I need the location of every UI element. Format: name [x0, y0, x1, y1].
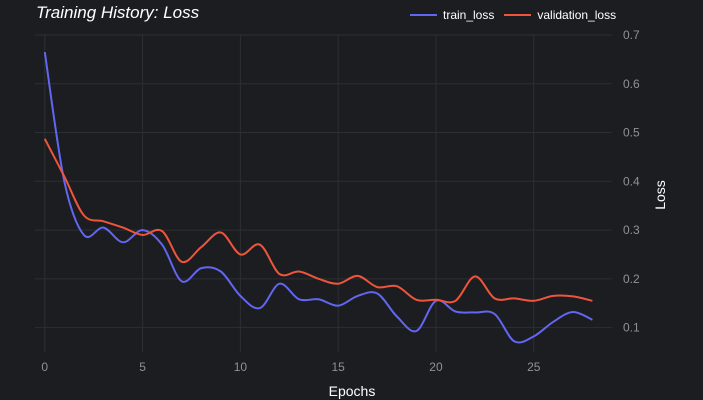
legend-label-validation-loss: validation_loss	[537, 8, 617, 22]
legend-item-train-loss[interactable]: train_loss	[410, 8, 494, 22]
y-tick-label-0.2: 0.2	[623, 272, 640, 286]
x-tick-label-15: 15	[331, 360, 345, 374]
legend-label-train-loss: train_loss	[443, 8, 495, 22]
y-tick-label-0.3: 0.3	[623, 223, 640, 237]
series-layer	[43, 51, 593, 344]
x-tick-label-25: 25	[527, 360, 541, 374]
y-tick-label-0.4: 0.4	[623, 174, 640, 188]
x-tick-label-5: 5	[139, 360, 146, 374]
series-line-train-loss[interactable]	[43, 51, 593, 344]
x-axis-title: Epochs	[329, 383, 376, 399]
y-tick-label-0.6: 0.6	[623, 77, 640, 91]
legend-swatch-validation-loss	[504, 14, 532, 16]
legend-swatch-train-loss	[410, 14, 437, 16]
y-tick-label-0.7: 0.7	[623, 28, 640, 42]
y-axis-ticks: 0.1 0.2 0.3 0.4 0.5 0.6 0.7	[623, 28, 640, 335]
x-axis-ticks: 0 5 10 15 20 25	[41, 360, 540, 374]
y-tick-label-0.5: 0.5	[623, 126, 640, 140]
series-line-validation-loss[interactable]	[43, 138, 593, 304]
x-tick-label-10: 10	[234, 360, 248, 374]
chart-title: Training History: Loss	[36, 3, 200, 22]
legend-item-validation-loss[interactable]: validation_loss	[504, 8, 616, 22]
y-axis-title: Loss	[652, 180, 668, 210]
grid	[35, 34, 612, 352]
x-tick-label-20: 20	[429, 360, 443, 374]
chart-legend[interactable]: train_loss validation_loss	[410, 8, 626, 22]
x-tick-label-0: 0	[41, 360, 48, 374]
y-tick-label-0.1: 0.1	[623, 321, 640, 335]
